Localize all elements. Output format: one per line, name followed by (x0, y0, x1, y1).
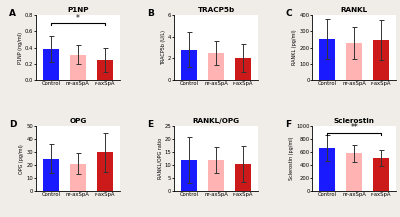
Y-axis label: TRACP5b (U/L): TRACP5b (U/L) (161, 30, 166, 65)
Y-axis label: P1NP (ng/ml): P1NP (ng/ml) (18, 31, 23, 64)
Text: *: * (76, 14, 80, 23)
Y-axis label: RANKL/OPG ratio: RANKL/OPG ratio (158, 138, 162, 179)
Bar (235, 164, 251, 191)
Bar (97, 60, 113, 80)
Y-axis label: OPG (pg/ml): OPG (pg/ml) (19, 144, 24, 174)
Title: P1NP: P1NP (67, 7, 89, 13)
Bar (208, 53, 224, 80)
Bar (97, 152, 113, 191)
Title: OPG: OPG (69, 118, 86, 124)
Bar (373, 158, 389, 191)
Text: D: D (9, 120, 17, 129)
Text: **: ** (350, 123, 358, 132)
Bar (346, 43, 362, 80)
Title: TRACP5b: TRACP5b (197, 7, 235, 13)
Bar (319, 148, 335, 191)
Title: RANKL: RANKL (340, 7, 368, 13)
Bar (43, 49, 59, 80)
Text: F: F (286, 120, 292, 129)
Bar (181, 160, 197, 191)
Text: E: E (147, 120, 154, 129)
Title: Sclerostin: Sclerostin (334, 118, 375, 124)
Text: C: C (286, 9, 292, 18)
Text: B: B (147, 9, 154, 18)
Bar (208, 160, 224, 191)
Bar (373, 40, 389, 80)
Y-axis label: Sclerostin (pg/ml): Sclerostin (pg/ml) (289, 137, 294, 180)
Bar (319, 39, 335, 80)
Y-axis label: RANKL (pg/ml): RANKL (pg/ml) (292, 30, 297, 65)
Title: RANKL/OPG: RANKL/OPG (192, 118, 240, 124)
Bar (43, 159, 59, 191)
Bar (70, 55, 86, 80)
Text: A: A (9, 9, 16, 18)
Bar (70, 164, 86, 191)
Bar (181, 50, 197, 80)
Bar (235, 58, 251, 80)
Bar (346, 153, 362, 191)
